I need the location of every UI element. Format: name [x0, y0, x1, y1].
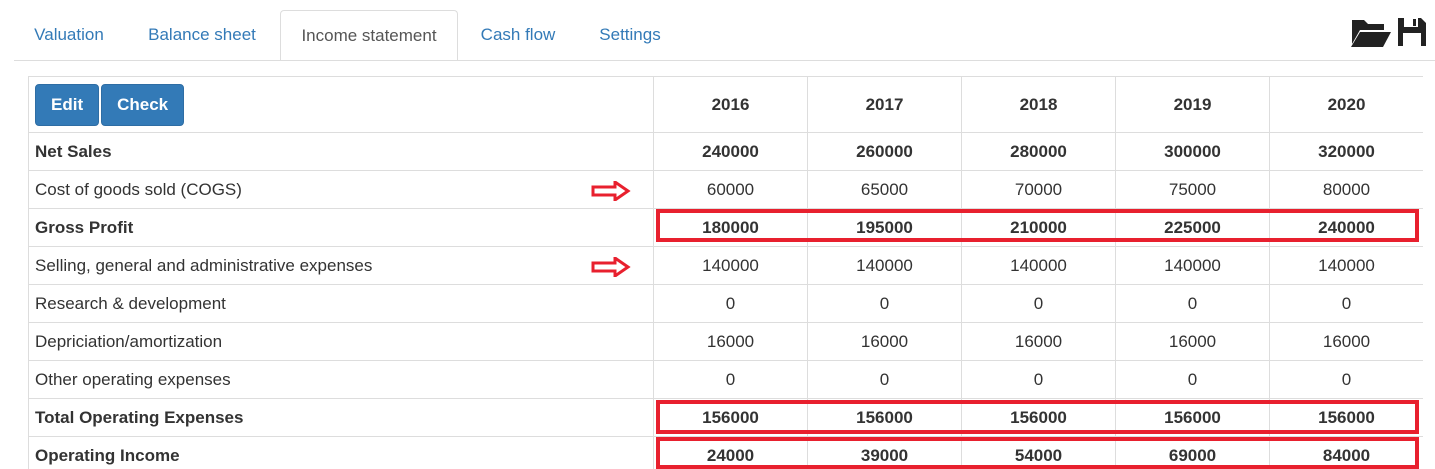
row-label: Depriciation/amortization — [28, 322, 654, 361]
value-cell: 24000 — [653, 436, 808, 469]
value-cell[interactable]: 280000 — [961, 132, 1116, 171]
table-row: Research & development 0 0 0 0 0 — [28, 284, 1423, 323]
arrow-right-icon — [591, 257, 631, 277]
value-cell[interactable]: 80000 — [1269, 170, 1423, 209]
value-cell[interactable]: 140000 — [807, 246, 962, 285]
value-cell[interactable]: 0 — [961, 284, 1116, 323]
value-cell[interactable]: 140000 — [961, 246, 1116, 285]
toolbar-cell: Edit Check — [28, 76, 654, 133]
value-cell[interactable]: 16000 — [653, 322, 808, 361]
value-cell[interactable]: 240000 — [653, 132, 808, 171]
edit-button[interactable]: Edit — [35, 83, 100, 126]
year-header: 2017 — [807, 76, 962, 133]
table-row: Other operating expenses 0 0 0 0 0 — [28, 360, 1423, 399]
value-cell[interactable]: 16000 — [807, 322, 962, 361]
value-cell[interactable]: 0 — [1115, 360, 1270, 399]
row-label: Net Sales — [28, 132, 654, 171]
tab-bar: Valuation Balance sheet Income statement… — [14, 0, 1435, 61]
value-cell: 240000 — [1269, 208, 1423, 247]
value-cell: 180000 — [653, 208, 808, 247]
tab-valuation[interactable]: Valuation — [34, 25, 104, 44]
year-header: 2019 — [1115, 76, 1270, 133]
value-cell[interactable]: 65000 — [807, 170, 962, 209]
tab-cash-flow[interactable]: Cash flow — [480, 25, 556, 44]
row-label: Operating Income — [28, 436, 654, 469]
value-cell[interactable]: 0 — [807, 360, 962, 399]
value-cell[interactable]: 260000 — [807, 132, 962, 171]
value-cell[interactable]: 300000 — [1115, 132, 1270, 171]
value-cell[interactable]: 0 — [1269, 284, 1423, 323]
table-row: Cost of goods sold (COGS) 60000 65000 70… — [28, 170, 1423, 209]
value-cell: 69000 — [1115, 436, 1270, 469]
value-cell[interactable]: 140000 — [1115, 246, 1270, 285]
value-cell: 84000 — [1269, 436, 1423, 469]
table-row: Net Sales 240000 260000 280000 300000 32… — [28, 132, 1423, 171]
value-cell[interactable]: 0 — [1269, 360, 1423, 399]
income-statement-table: Edit Check 2016 2017 2018 2019 2020 Net S… — [28, 76, 1423, 469]
income-statement-table-container: Edit Check 2016 2017 2018 2019 2020 Net S… — [28, 76, 1423, 469]
value-cell[interactable]: 320000 — [1269, 132, 1423, 171]
table-row: Operating Income 24000 39000 54000 69000… — [28, 436, 1423, 469]
floppy-save-icon[interactable] — [1396, 16, 1428, 53]
value-cell: 156000 — [1269, 398, 1423, 437]
row-label: Cost of goods sold (COGS) — [35, 179, 242, 199]
value-cell[interactable]: 0 — [807, 284, 962, 323]
value-cell[interactable]: 0 — [1115, 284, 1270, 323]
value-cell[interactable]: 60000 — [653, 170, 808, 209]
tab-settings[interactable]: Settings — [599, 25, 661, 44]
tab-divider — [14, 60, 1435, 61]
value-cell: 54000 — [961, 436, 1116, 469]
tab-income-statement[interactable]: Income statement — [280, 10, 458, 61]
value-cell: 225000 — [1115, 208, 1270, 247]
table-row: Gross Profit 180000 195000 210000 225000… — [28, 208, 1423, 247]
value-cell: 156000 — [807, 398, 962, 437]
table-row: Total Operating Expenses 156000 156000 1… — [28, 398, 1423, 437]
value-cell: 195000 — [807, 208, 962, 247]
arrow-right-icon — [591, 181, 631, 201]
year-header: 2016 — [653, 76, 808, 133]
header-row: Edit Check 2016 2017 2018 2019 2020 — [28, 76, 1423, 133]
value-cell[interactable]: 16000 — [961, 322, 1116, 361]
value-cell[interactable]: 0 — [961, 360, 1116, 399]
value-cell[interactable]: 140000 — [1269, 246, 1423, 285]
value-cell[interactable]: 16000 — [1115, 322, 1270, 361]
value-cell[interactable]: 140000 — [653, 246, 808, 285]
table-row: Depriciation/amortization 16000 16000 16… — [28, 322, 1423, 361]
folder-open-icon[interactable] — [1350, 16, 1392, 53]
row-label-cell: Cost of goods sold (COGS) — [28, 170, 654, 209]
row-label: Selling, general and administrative expe… — [35, 255, 373, 275]
table-row: Selling, general and administrative expe… — [28, 246, 1423, 285]
row-label: Total Operating Expenses — [28, 398, 654, 437]
row-label-cell: Selling, general and administrative expe… — [28, 246, 654, 285]
value-cell: 210000 — [961, 208, 1116, 247]
tab-balance-sheet[interactable]: Balance sheet — [148, 25, 256, 44]
check-button[interactable]: Check — [101, 83, 185, 126]
value-cell: 156000 — [653, 398, 808, 437]
row-label: Research & development — [28, 284, 654, 323]
value-cell[interactable]: 75000 — [1115, 170, 1270, 209]
value-cell: 156000 — [961, 398, 1116, 437]
value-cell[interactable]: 0 — [653, 284, 808, 323]
value-cell: 156000 — [1115, 398, 1270, 437]
row-label: Gross Profit — [28, 208, 654, 247]
value-cell: 39000 — [807, 436, 962, 469]
year-header: 2018 — [961, 76, 1116, 133]
row-label: Other operating expenses — [28, 360, 654, 399]
year-header: 2020 — [1269, 76, 1423, 133]
value-cell[interactable]: 70000 — [961, 170, 1116, 209]
value-cell[interactable]: 16000 — [1269, 322, 1423, 361]
value-cell[interactable]: 0 — [653, 360, 808, 399]
